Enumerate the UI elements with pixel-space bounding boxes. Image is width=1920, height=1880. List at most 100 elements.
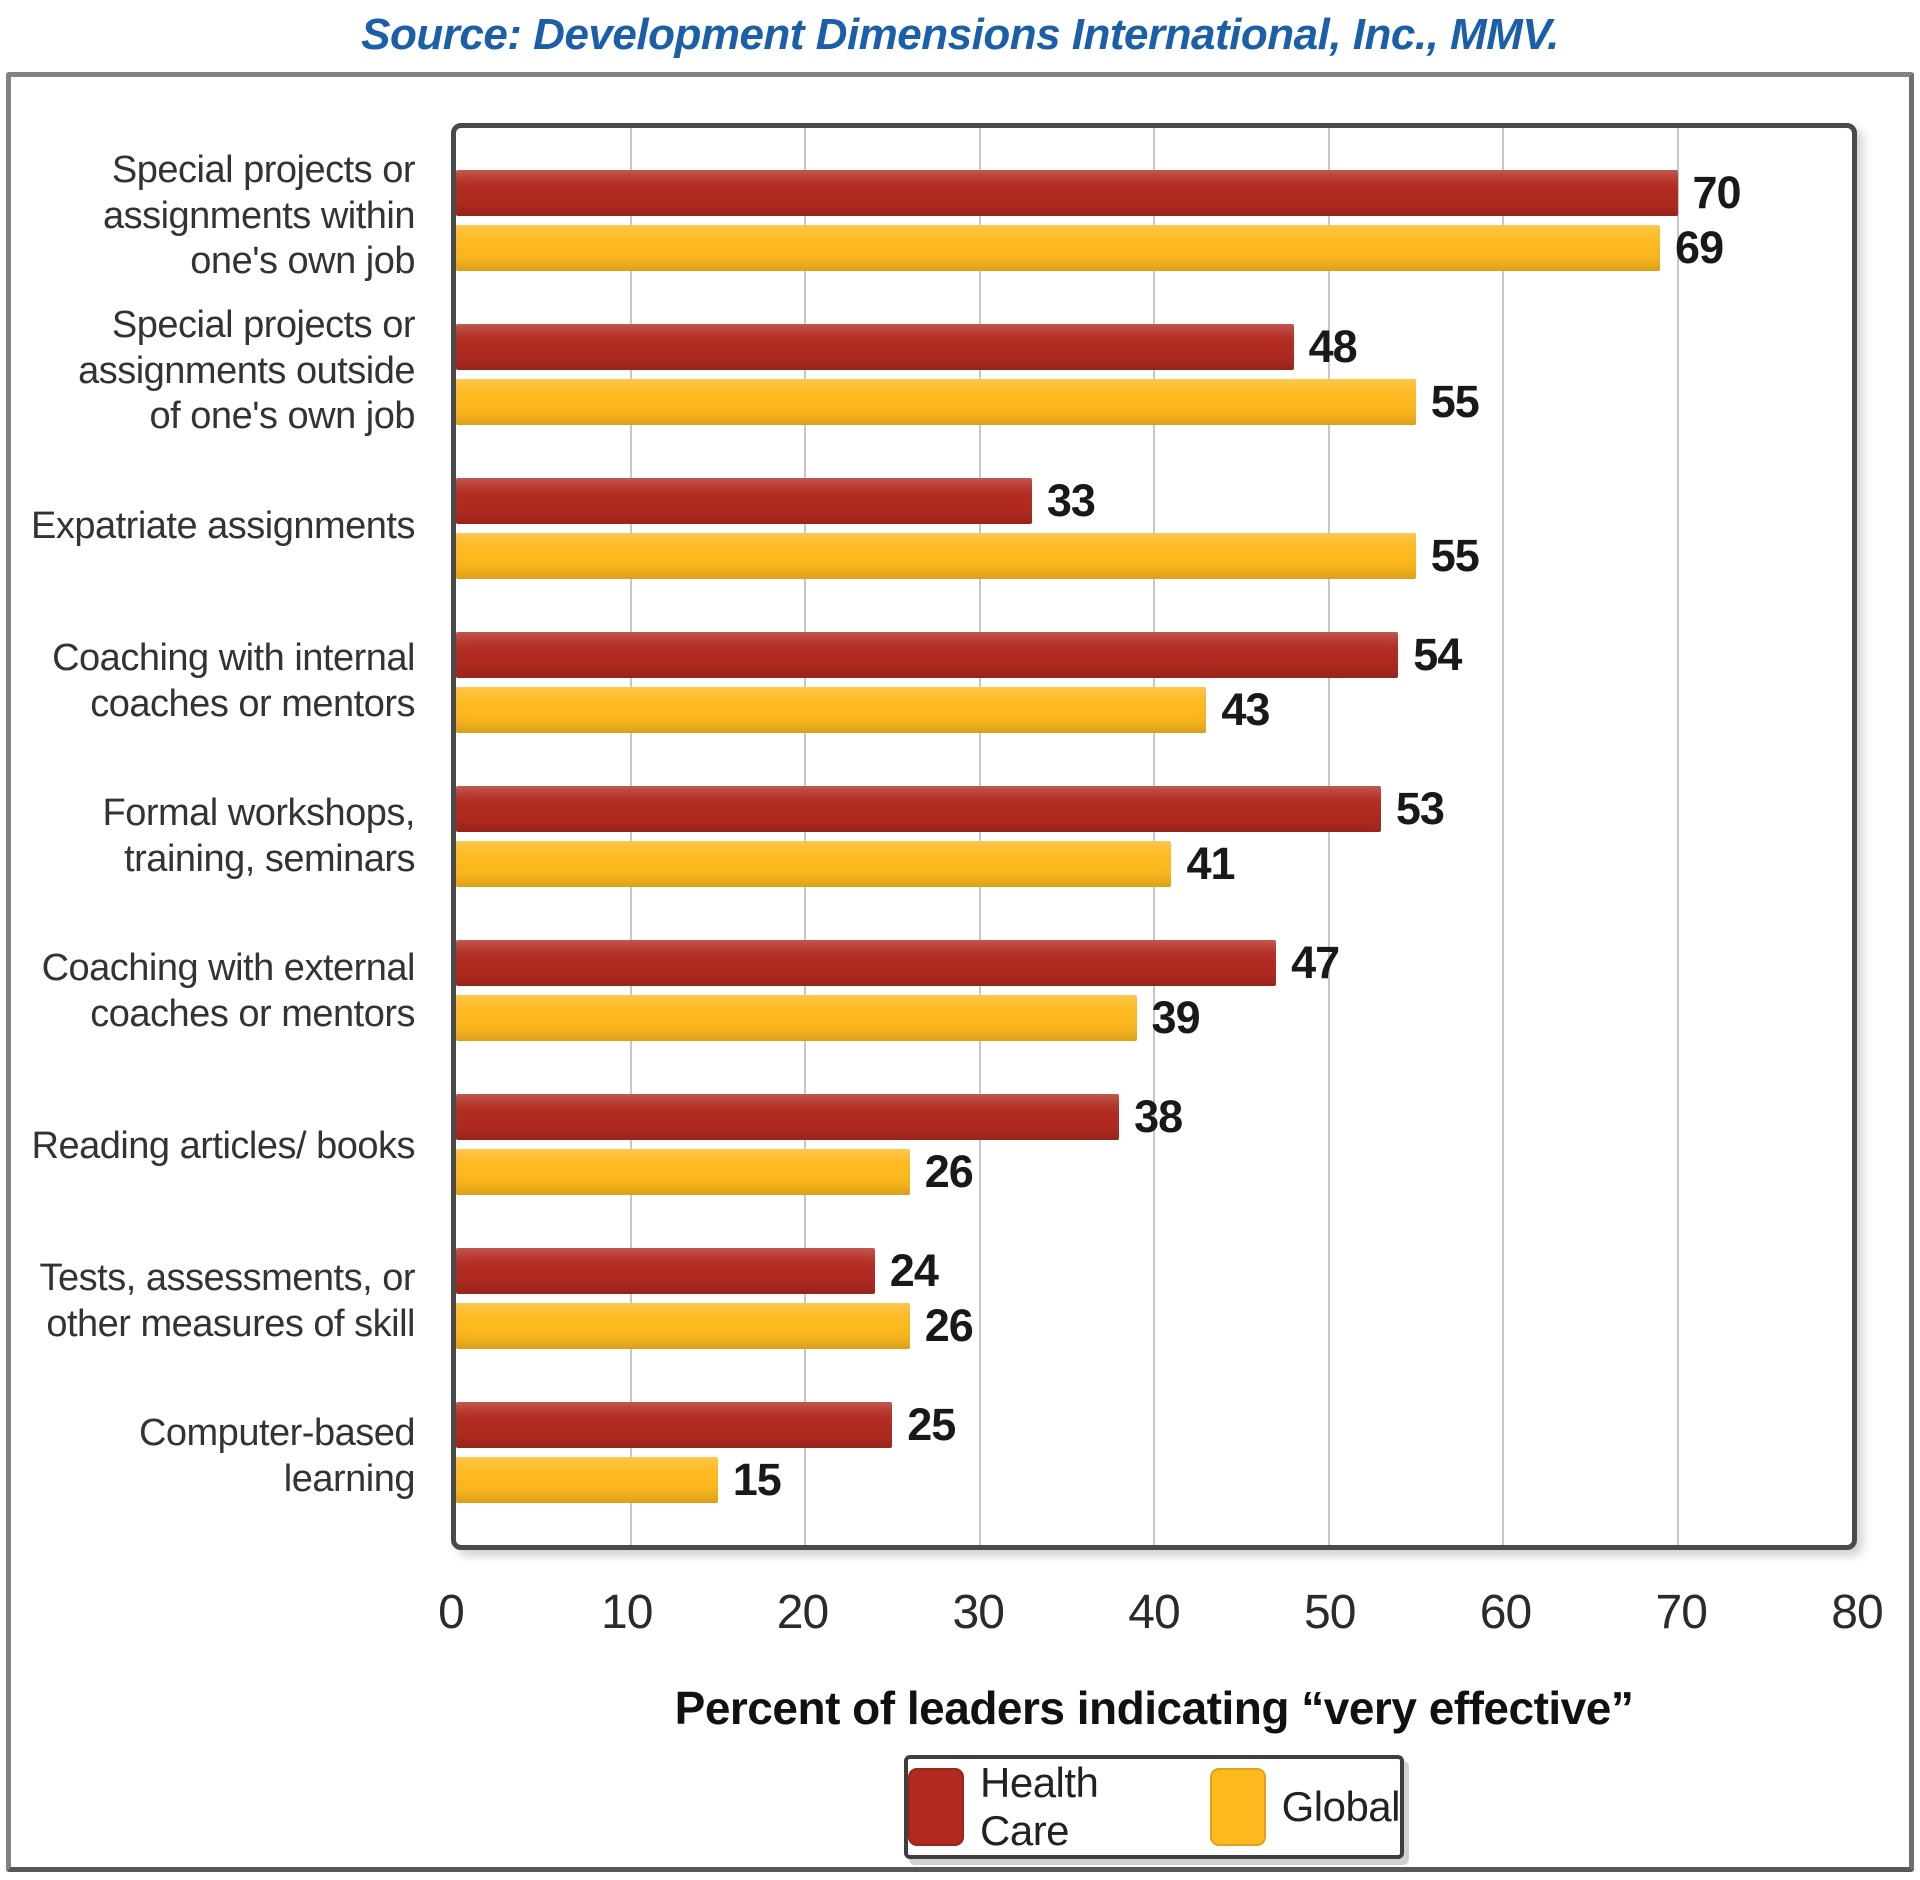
bar-line: 69 (456, 222, 1852, 274)
x-tick-label: 20 (776, 1586, 829, 1639)
bar-row: 25 15 (456, 1375, 1852, 1529)
x-tick-label: 40 (1128, 1586, 1180, 1639)
legend: Health Care Global (904, 1755, 1404, 1859)
bar-health-care (456, 939, 1277, 986)
category-label-column: Special projects or assignments within o… (11, 123, 435, 1550)
legend-swatch-health-care (908, 1768, 964, 1846)
gridline (629, 128, 632, 1545)
bar-health-care (456, 324, 1294, 371)
bar-line: 48 (456, 321, 1852, 373)
bar-value-label: 25 (907, 1398, 956, 1450)
category-label: Expatriate assignments (31, 504, 415, 547)
bar-row: 38 26 (456, 1067, 1852, 1221)
bar-global (456, 994, 1137, 1041)
bar-line: 25 (456, 1398, 1852, 1450)
bar-global (456, 1148, 910, 1195)
x-axis-label: Percent of leaders indicating “very effe… (674, 1682, 1634, 1734)
bar-line: 43 (456, 684, 1852, 736)
plot-area: 70 69 48 55 33 55 54 43 53 41 47 39 38 26 24 26 25 15 (451, 123, 1857, 1550)
bar-global (456, 687, 1207, 734)
bar-value-label: 39 (1151, 991, 1201, 1043)
gridline (1327, 128, 1330, 1545)
bar-line: 26 (456, 1299, 1852, 1351)
bar-rows: 70 69 48 55 33 55 54 43 53 41 47 39 38 26 24 26 25 15 (456, 128, 1852, 1545)
bar-row: 70 69 (456, 144, 1852, 298)
bar-value-label: 55 (1430, 530, 1480, 582)
x-axis-ticks: 0 10 20 30 40 50 60 70 80 (438, 1585, 1884, 1647)
gridline (804, 128, 806, 1545)
bar-value-label: 24 (889, 1244, 939, 1296)
category-label: Special projects or assignments outside … (78, 304, 415, 438)
category-label: Coaching with internal coaches or mentor… (52, 636, 415, 725)
bar-line: 24 (456, 1244, 1852, 1296)
legend-label-health-care: Health Care (980, 1759, 1099, 1854)
category-label: Special projects or assignments within o… (102, 149, 416, 283)
bar-global (456, 1302, 910, 1349)
bar-line: 54 (456, 629, 1852, 681)
bar-line: 70 (456, 167, 1852, 219)
bar-row: 48 55 (456, 298, 1852, 452)
bar-health-care (456, 632, 1399, 679)
legend-label-global: Global (1281, 1783, 1401, 1830)
bar-line: 47 (456, 936, 1852, 988)
gridline (978, 128, 981, 1545)
bar-value-label: 15 (732, 1453, 782, 1505)
bar-line: 39 (456, 991, 1852, 1043)
bar-global (456, 841, 1172, 887)
bar-value-label: 43 (1221, 684, 1270, 736)
x-tick-label: 30 (952, 1586, 1005, 1639)
bar-health-care (456, 1247, 875, 1294)
x-tick-label: 80 (1831, 1586, 1883, 1639)
bar-health-care (456, 478, 1032, 525)
chart-source-title: Source: Development Dimensions Internati… (361, 10, 1559, 59)
bar-value-label: 41 (1186, 838, 1235, 889)
bar-health-care (456, 170, 1678, 217)
category-label: Reading articles/ books (31, 1124, 416, 1167)
bar-health-care (456, 1093, 1120, 1140)
bar-value-label: 70 (1692, 167, 1742, 219)
bar-line: 55 (456, 530, 1852, 582)
bar-row: 47 39 (456, 913, 1852, 1067)
legend-swatch-global (1209, 1768, 1266, 1846)
bar-row: 33 55 (456, 452, 1852, 606)
bar-value-label: 53 (1395, 783, 1445, 834)
bar-row: 53 41 (456, 760, 1852, 914)
chart-frame: Special projects or assignments within o… (6, 72, 1914, 1872)
gridline (1153, 128, 1155, 1545)
bar-global (456, 225, 1661, 272)
category-label: Coaching with external coaches or mentor… (41, 946, 416, 1035)
bar-row: 54 43 (456, 606, 1852, 760)
bar-value-label: 55 (1430, 376, 1480, 428)
category-label: Tests, assessments, or other measures of… (39, 1256, 416, 1345)
bar-value-label: 69 (1675, 222, 1724, 274)
bar-value-label: 47 (1291, 936, 1340, 988)
bar-health-care (456, 786, 1381, 832)
x-tick-label: 0 (438, 1586, 465, 1639)
bar-value-label: 26 (924, 1145, 974, 1197)
bar-global (456, 1456, 718, 1503)
bar-global (456, 533, 1416, 580)
category-label: Computer-based learning (138, 1411, 416, 1500)
bar-line: 53 (456, 783, 1852, 834)
bar-line: 33 (456, 475, 1852, 527)
bar-value-label: 33 (1046, 475, 1096, 527)
bar-value-label: 48 (1308, 321, 1358, 373)
bar-value-label: 26 (924, 1299, 974, 1351)
x-tick-label: 50 (1304, 1586, 1356, 1639)
bar-line: 15 (456, 1453, 1852, 1505)
gridline (1502, 128, 1504, 1545)
bar-line: 26 (456, 1145, 1852, 1197)
gridline (1676, 128, 1679, 1545)
bar-value-label: 38 (1134, 1090, 1183, 1142)
x-tick-label: 70 (1655, 1586, 1708, 1639)
bar-row: 24 26 (456, 1221, 1852, 1375)
bar-global (456, 379, 1416, 426)
category-label: Formal workshops, training, seminars (102, 791, 416, 880)
bar-health-care (456, 1401, 893, 1448)
x-tick-label: 60 (1479, 1586, 1532, 1639)
plot-inner: 70 69 48 55 33 55 54 43 53 41 47 39 38 26 24 26 25 15 (456, 128, 1852, 1545)
bar-line: 55 (456, 376, 1852, 428)
bar-value-label: 54 (1413, 629, 1462, 681)
bar-line: 41 (456, 838, 1852, 889)
